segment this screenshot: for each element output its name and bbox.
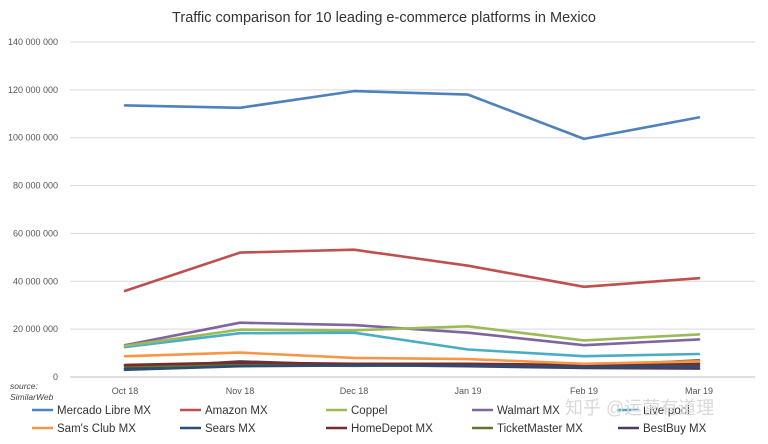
y-axis-ticks: 0 20 000 000 40 000 000 60 000 000 80 000 00…: [8, 37, 58, 382]
x-tick-label: Dec 18: [340, 386, 369, 396]
legend-label: Liverpool: [643, 405, 690, 417]
x-tick-label: Mar 19: [685, 386, 713, 396]
x-tick-label: Oct 18: [112, 386, 139, 396]
legend-label: Sam's Club MX: [57, 423, 136, 435]
source-name: SimilarWeb: [10, 392, 54, 402]
series-line-sears-mx: [123, 364, 701, 372]
legend-label: Walmart MX: [497, 405, 560, 417]
series-lines: [123, 89, 701, 372]
legend: Mercado Libre MX Amazon MX Coppel Walmart M…: [32, 405, 707, 435]
legend-item: Walmart MX: [472, 405, 560, 417]
legend-item: Coppel: [326, 405, 387, 417]
gridlines: [70, 41, 755, 378]
legend-item: Sears MX: [180, 423, 256, 435]
y-tick-label: 40 000 000: [13, 276, 58, 286]
x-tick-label: Nov 18: [226, 386, 255, 396]
y-tick-label: 80 000 000: [13, 181, 58, 191]
series-line-mercado-libre-mx: [123, 89, 701, 141]
y-tick-label: 60 000 000: [13, 228, 58, 238]
legend-item: BestBuy MX: [618, 423, 707, 435]
y-tick-label: 100 000 000: [8, 133, 58, 143]
series-line-coppel: [123, 324, 701, 348]
legend-item: Amazon MX: [180, 405, 268, 417]
series-line-homedepot-mx: [123, 361, 701, 367]
legend-item: Mercado Libre MX: [32, 405, 151, 417]
legend-item: TicketMaster MX: [472, 423, 583, 435]
legend-item: Sam's Club MX: [32, 423, 136, 435]
x-tick-label: Jan 19: [454, 386, 481, 396]
x-axis-ticks: Oct 18 Nov 18 Dec 18 Jan 19 Feb 19 Mar 19: [112, 386, 713, 396]
legend-label: TicketMaster MX: [497, 423, 583, 435]
source-label: source:: [10, 381, 39, 391]
series-line-liverpool: [123, 331, 701, 358]
x-tick-label: Feb 19: [570, 386, 598, 396]
legend-label: Amazon MX: [205, 405, 268, 417]
legend-label: Coppel: [351, 405, 387, 417]
y-tick-label: 120 000 000: [8, 85, 58, 95]
y-tick-label: 20 000 000: [13, 324, 58, 334]
series-line-sam-s-club-mx: [123, 351, 701, 366]
chart-title: Traffic comparison for 10 leading e-comm…: [172, 10, 596, 26]
legend-label: Sears MX: [205, 423, 256, 435]
y-tick-label: 0: [53, 372, 58, 382]
y-tick-label: 140 000 000: [8, 37, 58, 47]
legend-label: HomeDepot MX: [351, 423, 433, 435]
legend-item: HomeDepot MX: [326, 423, 433, 435]
legend-item: Liverpool: [618, 405, 690, 417]
series-line-amazon-mx: [123, 248, 701, 293]
watermark: 知乎 @运营有道理: [565, 398, 714, 418]
legend-label: Mercado Libre MX: [57, 405, 151, 417]
legend-label: BestBuy MX: [643, 423, 707, 435]
